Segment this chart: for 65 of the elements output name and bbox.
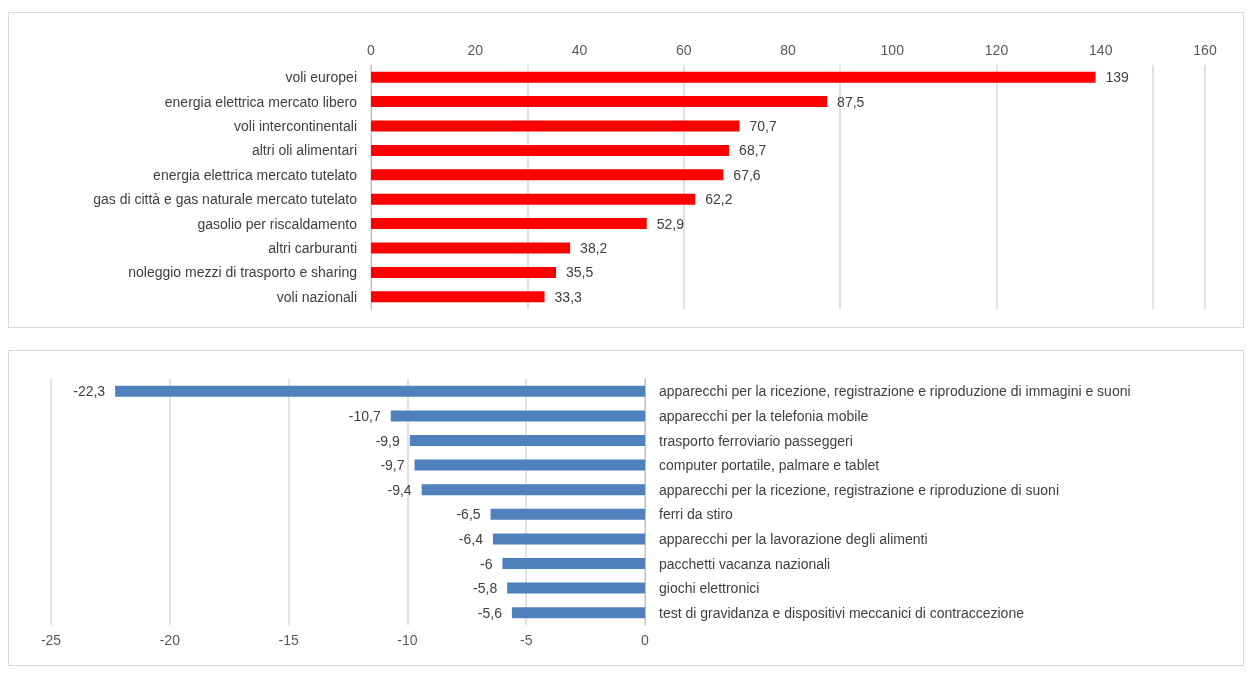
x-tick-label: 80 xyxy=(780,42,796,58)
data-label: -6,5 xyxy=(456,506,481,523)
bar xyxy=(371,242,571,254)
y-tick-label: voli intercontinentali xyxy=(234,118,357,134)
x-tick-label: -20 xyxy=(159,632,181,648)
x-tick-label: -5 xyxy=(519,632,533,648)
data-label: 38,2 xyxy=(580,240,608,256)
y-tick-label: gasolio per riscaldamento xyxy=(197,215,358,232)
bar xyxy=(371,291,545,303)
data-label: 33,3 xyxy=(554,288,583,305)
x-tick-label: 60 xyxy=(675,42,692,58)
y-tick-label: apparecchi per la telefonia mobile xyxy=(659,407,869,424)
data-label: 67,6 xyxy=(733,166,761,183)
y-tick-label: pacchetti vacanza nazionali xyxy=(659,555,831,572)
y-tick-label: apparecchi per la ricezione, registrazione e riproduzione di suoni xyxy=(659,481,1060,498)
data-label: 68,7 xyxy=(739,142,767,159)
x-tick-label: 140 xyxy=(1089,42,1113,58)
data-label: 62,2 xyxy=(705,191,733,208)
y-tick-label: gas di città e gas naturale mercato tutelato xyxy=(93,191,358,208)
y-tick-label: trasporto ferroviario passeggeri xyxy=(659,432,853,449)
data-label: -6 xyxy=(479,555,493,572)
data-label: 70,7 xyxy=(749,118,777,134)
bar xyxy=(371,71,1096,83)
x-tick-label: -25 xyxy=(40,632,62,648)
x-tick-label: 160 xyxy=(1193,42,1217,58)
y-tick-label: computer portatile, palmare e tablet xyxy=(659,457,880,474)
data-label: -9,9 xyxy=(375,432,400,449)
x-tick-label: 0 xyxy=(367,42,376,58)
data-label: -22,3 xyxy=(73,383,106,400)
x-tick-label: 0 xyxy=(641,632,650,648)
x-tick-label: -15 xyxy=(278,632,299,648)
bar xyxy=(371,120,740,132)
bar xyxy=(371,169,724,181)
y-tick-label: noleggio mezzi di trasporto e sharing xyxy=(128,264,357,281)
y-tick-label: giochi elettronici xyxy=(659,580,760,597)
x-tick-label: 20 xyxy=(467,42,484,58)
y-tick-label: altri oli alimentari xyxy=(251,142,357,159)
y-tick-label: energia elettrica mercato tutelato xyxy=(153,166,358,183)
y-tick-label: apparecchi per la lavorazione degli alimenti xyxy=(659,530,928,547)
y-tick-label: ferri da stiro xyxy=(659,506,734,523)
y-tick-label: altri carburanti xyxy=(268,240,357,256)
y-tick-label: voli europei xyxy=(285,69,357,86)
data-label: 35,5 xyxy=(566,264,594,281)
y-tick-label: voli nazionali xyxy=(276,288,357,305)
data-label: -9,7 xyxy=(380,457,405,474)
x-tick-label: -10 xyxy=(397,632,418,648)
data-label: -5,8 xyxy=(473,580,498,597)
x-tick-label: 40 xyxy=(571,42,588,58)
x-tick-label: 100 xyxy=(880,42,905,58)
bar xyxy=(371,96,828,108)
bar xyxy=(371,144,730,156)
data-label: 52,9 xyxy=(656,215,685,232)
bar xyxy=(371,266,557,278)
data-label: 139 xyxy=(1105,69,1130,86)
y-tick-label: energia elettrica mercato libero xyxy=(164,93,358,110)
data-label: -10,7 xyxy=(348,407,381,424)
data-label: -9,4 xyxy=(387,481,412,498)
y-tick-label: test di gravidanza e dispositivi meccanici di contraccezione xyxy=(659,604,1025,621)
x-tick-label: 120 xyxy=(984,42,1009,58)
data-label: -5,6 xyxy=(477,604,503,621)
data-label: 87,5 xyxy=(837,93,865,110)
bar xyxy=(371,193,696,205)
bar xyxy=(371,218,647,230)
y-tick-label: apparecchi per la ricezione, registrazione e riproduzione di immagini e suoni xyxy=(659,383,1131,400)
data-label: -6,4 xyxy=(458,530,484,547)
